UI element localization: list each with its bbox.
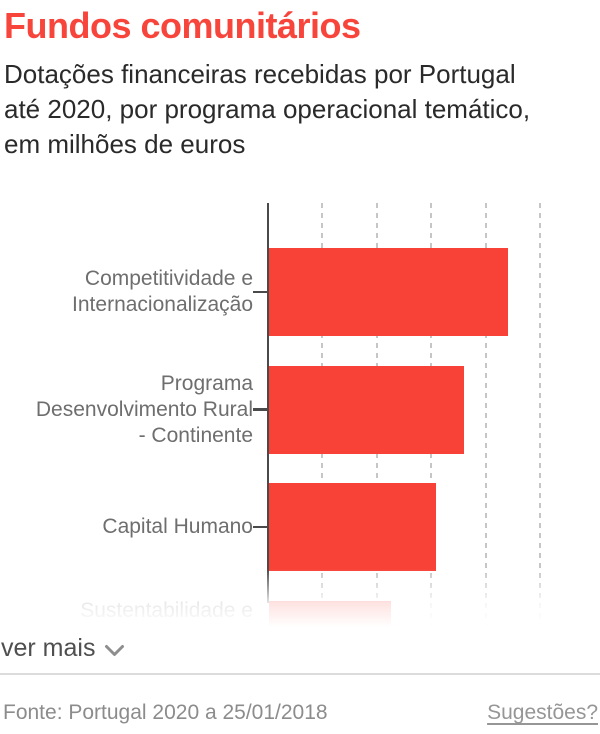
y-axis-line [266, 203, 269, 603]
category-label: Competitividade e Internacionalização [72, 267, 253, 316]
page-title: Fundos comunitários [4, 5, 361, 46]
chevron-down-icon [104, 640, 125, 658]
ver-mais-label: ver mais [1, 634, 96, 662]
category-label: Programa Desenvolvimento Rural - Contine… [35, 371, 253, 447]
chart-bar[interactable] [268, 248, 509, 336]
ver-mais-button[interactable]: ver mais [1, 633, 125, 664]
axis-tick [253, 525, 267, 529]
category-label: Capital Humano [102, 515, 253, 538]
gridline [484, 203, 487, 630]
suggestions-link[interactable]: Sugestões? [487, 701, 598, 724]
footer: Fonte: Portugal 2020 a 25/01/2018 Sugest… [0, 701, 600, 725]
category-label: Sustentabilidade e [80, 598, 253, 622]
source-text: Fonte: Portugal 2020 a 25/01/2018 [3, 701, 328, 724]
axis-tick [253, 290, 267, 294]
chart-bar[interactable] [268, 365, 464, 454]
footer-divider [0, 673, 600, 675]
axis-tick [253, 408, 267, 411]
gridline [539, 203, 541, 630]
chart-bar[interactable] [268, 483, 436, 571]
chart-bar[interactable] [268, 600, 392, 630]
chart-subtitle: Dotações financeiras recebidas por Portu… [4, 59, 531, 159]
bar-chart: Competitividade e Internacionalização Pro… [0, 203, 600, 630]
